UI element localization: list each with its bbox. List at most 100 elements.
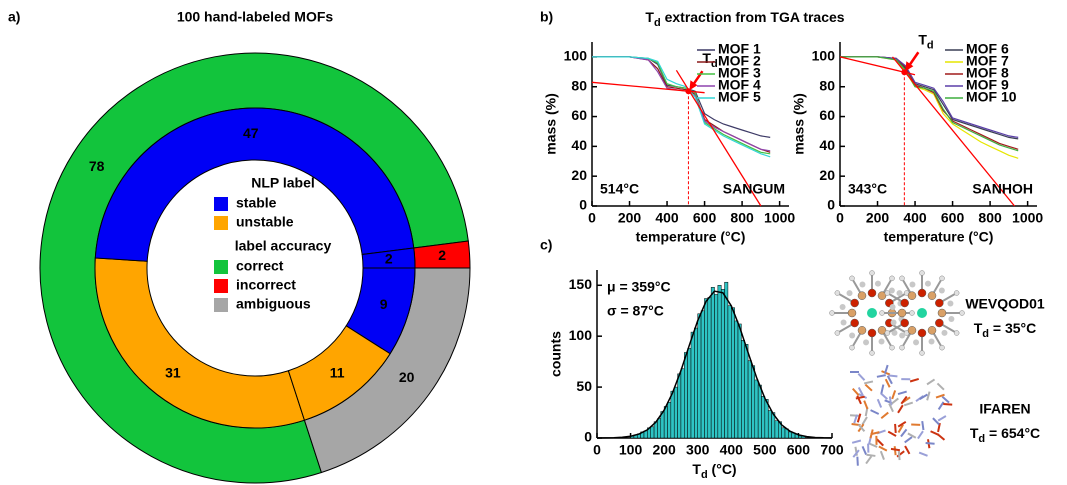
bond	[864, 381, 873, 383]
bond	[878, 399, 881, 407]
bond	[895, 424, 896, 433]
atom	[960, 311, 965, 316]
hist-bar	[718, 285, 721, 438]
y-tick-label: 100	[569, 327, 593, 343]
hist-bar	[775, 421, 778, 438]
atom	[900, 276, 905, 281]
hist-bar	[788, 432, 791, 438]
atom	[830, 311, 835, 316]
bond	[899, 451, 900, 460]
x-tick-label: 800	[978, 210, 1002, 226]
bond	[877, 375, 886, 377]
segment-label: 20	[399, 369, 415, 385]
hist-bar	[691, 332, 694, 438]
legend-swatch	[214, 216, 228, 230]
td-annotation-part: d	[927, 39, 934, 51]
atom	[870, 351, 875, 356]
atom	[910, 311, 915, 316]
hist-bar	[725, 282, 728, 438]
fit-annotation: σ = 87°C	[607, 303, 664, 319]
x-tick-label: 0	[588, 210, 596, 226]
x-tick-label: 600	[941, 210, 965, 226]
hist-bar	[711, 287, 714, 438]
hist-bar	[758, 385, 761, 438]
hist-bar	[745, 344, 748, 438]
y-tick-label: 100	[812, 48, 836, 64]
bond	[853, 389, 859, 396]
y-tick-label: 80	[819, 77, 835, 93]
td-value: 514°C	[600, 181, 639, 197]
bond	[918, 431, 923, 438]
hist-bar	[698, 314, 701, 438]
atom	[908, 326, 916, 334]
bond	[881, 393, 888, 399]
atom	[909, 282, 915, 288]
legend-label: ambiguous	[236, 296, 311, 312]
metal	[917, 308, 927, 318]
atom	[863, 339, 869, 345]
legend-title: NLP label	[251, 175, 315, 191]
x-tick-label: 200	[618, 210, 642, 226]
atom	[870, 271, 875, 276]
atom	[899, 332, 905, 338]
atom	[885, 331, 890, 336]
atom	[935, 319, 943, 327]
atom	[841, 320, 847, 326]
x-tick-label: 800	[730, 210, 754, 226]
atom	[954, 331, 959, 336]
bond	[927, 392, 929, 401]
legend-label: unstable	[236, 214, 294, 230]
hist-bar	[782, 428, 785, 438]
chart-title: 100 hand-labeled MOFs	[177, 9, 334, 25]
atom	[920, 271, 925, 276]
bond	[892, 390, 895, 398]
legend-label: MOF 5	[718, 89, 761, 105]
bond	[871, 410, 879, 414]
x-axis-label: temperature (°C)	[884, 229, 994, 245]
structure-name: WEVQOD01	[965, 296, 1045, 312]
bond	[891, 398, 898, 404]
atom	[851, 319, 859, 327]
atom	[929, 338, 935, 344]
atom	[891, 320, 897, 326]
y-tick-label: 20	[819, 167, 835, 183]
hist-bar	[731, 308, 734, 438]
bond	[938, 416, 946, 421]
atom	[890, 276, 895, 281]
bond	[910, 379, 919, 382]
atom	[918, 289, 926, 297]
x-tick-label: 600	[787, 442, 811, 458]
structure-td-part: d	[982, 328, 989, 340]
structure-image	[850, 365, 952, 466]
y-tick-label: 80	[571, 77, 587, 93]
y-tick-label: 0	[579, 197, 587, 213]
td-annotation: Td	[702, 50, 717, 70]
bond	[879, 447, 887, 451]
hist-bar	[694, 328, 697, 438]
hist-bar	[704, 299, 707, 438]
y-tick-label: 150	[569, 276, 593, 292]
bond	[863, 446, 867, 454]
hist-bar	[738, 324, 741, 438]
x-axis-label-part: d	[701, 469, 708, 481]
bond	[865, 385, 872, 391]
atom	[901, 319, 909, 327]
atom	[941, 330, 947, 336]
bond	[877, 439, 883, 445]
legend-swatch	[214, 298, 228, 312]
bond	[926, 443, 935, 444]
atom	[885, 291, 890, 296]
atom	[898, 309, 906, 317]
x-tick-label: 300	[686, 442, 710, 458]
hist-bar	[755, 380, 758, 438]
bond	[919, 453, 927, 456]
legend-label: stable	[236, 195, 277, 211]
structure-td-part: = 35°C	[989, 320, 1036, 336]
atom	[928, 292, 936, 300]
atom	[850, 345, 855, 350]
td-annotation: Td	[918, 31, 933, 51]
hist-bar	[674, 387, 677, 438]
bond	[901, 429, 907, 436]
panel-title: Td extraction from TGA traces	[645, 9, 844, 29]
legend-swatch	[214, 279, 228, 293]
